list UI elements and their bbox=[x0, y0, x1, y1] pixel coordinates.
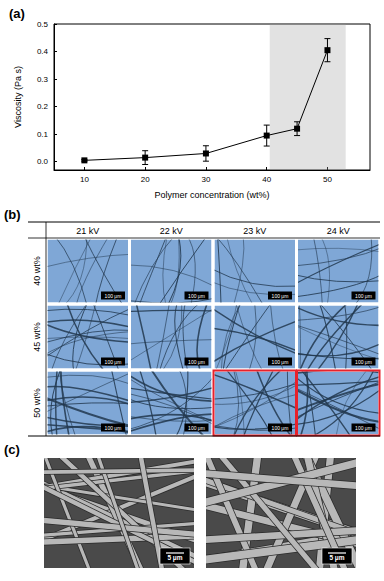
svg-text:(b): (b) bbox=[4, 207, 21, 222]
svg-text:100 μm: 100 μm bbox=[355, 293, 372, 299]
svg-text:100 μm: 100 μm bbox=[272, 293, 289, 299]
svg-text:100 μm: 100 μm bbox=[188, 359, 205, 365]
svg-text:21 kV: 21 kV bbox=[76, 226, 99, 236]
svg-text:23 kV: 23 kV bbox=[243, 226, 266, 236]
svg-text:50: 50 bbox=[323, 175, 332, 184]
svg-text:0.4: 0.4 bbox=[37, 47, 49, 56]
svg-text:100 μm: 100 μm bbox=[105, 293, 122, 299]
svg-text:(c): (c) bbox=[4, 442, 20, 457]
svg-text:22 kV: 22 kV bbox=[160, 226, 183, 236]
svg-text:20: 20 bbox=[141, 175, 150, 184]
svg-text:5 μm: 5 μm bbox=[167, 554, 182, 562]
svg-text:0.1: 0.1 bbox=[37, 130, 49, 139]
svg-text:(a): (a) bbox=[9, 6, 25, 21]
svg-text:0.5: 0.5 bbox=[37, 20, 49, 29]
svg-text:30: 30 bbox=[201, 175, 210, 184]
svg-text:5 μm: 5 μm bbox=[329, 554, 344, 562]
svg-text:Polymer concentration (wt%): Polymer concentration (wt%) bbox=[154, 190, 269, 200]
svg-text:100 μm: 100 μm bbox=[188, 425, 205, 431]
svg-text:Viscosity (Pa s): Viscosity (Pa s) bbox=[13, 66, 23, 128]
svg-text:0.3: 0.3 bbox=[37, 75, 49, 84]
svg-text:24 kV: 24 kV bbox=[327, 226, 350, 236]
svg-text:50 wt%: 50 wt% bbox=[32, 388, 42, 418]
svg-text:100 μm: 100 μm bbox=[105, 425, 122, 431]
svg-text:40 wt%: 40 wt% bbox=[32, 256, 42, 286]
svg-text:0.0: 0.0 bbox=[37, 157, 49, 166]
svg-text:100 μm: 100 μm bbox=[355, 425, 372, 431]
svg-text:0.2: 0.2 bbox=[37, 102, 49, 111]
svg-text:100 μm: 100 μm bbox=[355, 359, 372, 365]
svg-text:10: 10 bbox=[80, 175, 89, 184]
svg-text:100 μm: 100 μm bbox=[105, 359, 122, 365]
svg-text:100 μm: 100 μm bbox=[272, 359, 289, 365]
svg-text:100 μm: 100 μm bbox=[272, 425, 289, 431]
svg-text:100 μm: 100 μm bbox=[188, 293, 205, 299]
svg-text:45 wt%: 45 wt% bbox=[32, 322, 42, 352]
svg-text:40: 40 bbox=[262, 175, 271, 184]
